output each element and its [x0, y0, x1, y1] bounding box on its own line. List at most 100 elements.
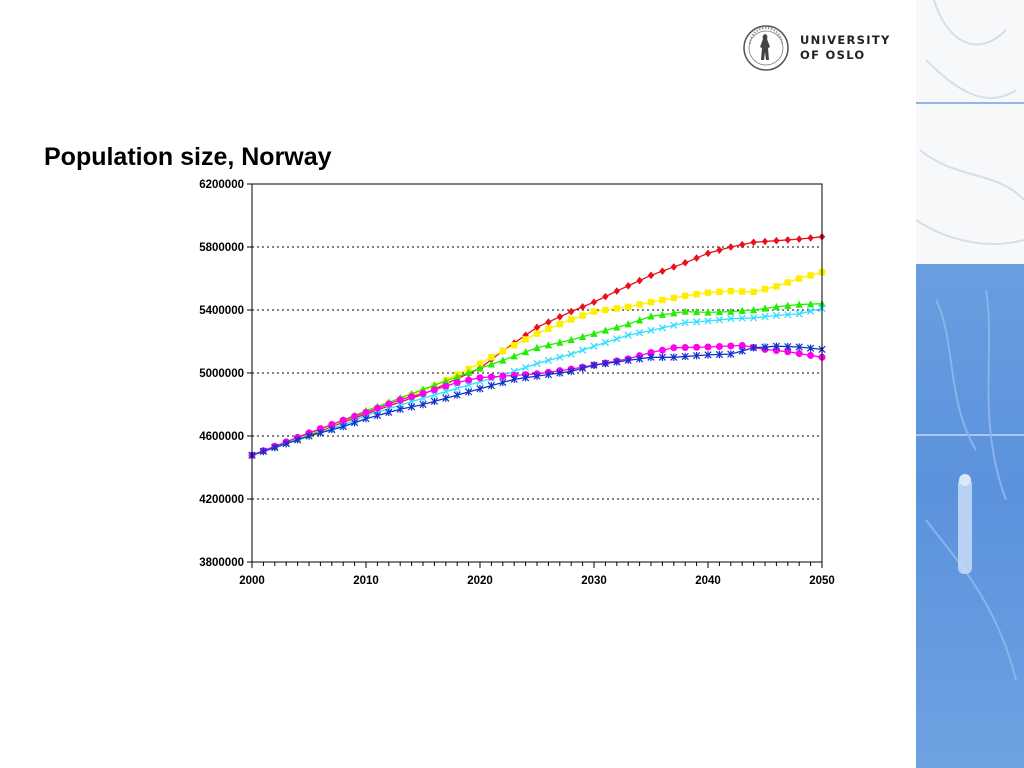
data-point: [465, 368, 473, 376]
data-point: [362, 414, 370, 423]
data-point: [681, 352, 689, 361]
data-point: [568, 316, 575, 323]
data-point: [761, 313, 769, 321]
university-logo: UNIVERSITY OF OSLO: [742, 24, 912, 76]
data-point: [568, 307, 575, 316]
data-point: [670, 309, 678, 317]
data-point: [476, 374, 484, 382]
data-point: [716, 246, 723, 254]
data-point: [750, 306, 758, 314]
data-point: [476, 385, 484, 393]
data-point: [465, 376, 473, 384]
series-6: [248, 342, 826, 459]
plot-border: [251, 183, 823, 563]
data-point: [522, 348, 530, 356]
data-point: [795, 310, 803, 318]
data-point: [556, 338, 564, 346]
data-point: [305, 432, 313, 440]
data-point: [692, 318, 701, 326]
data-point: [350, 418, 359, 427]
data-point: [556, 353, 564, 361]
data-point: [784, 348, 792, 356]
data-point: [339, 416, 347, 424]
data-point: [624, 320, 632, 328]
y-tick-label: 6200000: [199, 179, 244, 191]
data-point: [271, 443, 279, 452]
data-point: [693, 343, 701, 351]
data-point: [533, 359, 541, 368]
data-point: [613, 305, 620, 312]
data-point: [670, 321, 678, 329]
data-point: [579, 332, 587, 340]
data-point: [259, 447, 268, 456]
data-point: [647, 312, 655, 320]
data-point: [373, 404, 381, 412]
data-point: [488, 354, 495, 361]
data-point: [704, 351, 712, 359]
data-point: [807, 351, 815, 359]
data-point: [419, 389, 427, 397]
data-point: [647, 349, 655, 357]
data-point: [704, 249, 712, 258]
x-tick-label: 2030: [581, 575, 607, 587]
data-point: [624, 356, 632, 365]
data-point: [784, 311, 792, 319]
data-point: [408, 393, 416, 401]
data-point: [293, 436, 302, 444]
data-point: [499, 356, 507, 364]
data-point: [430, 397, 439, 406]
data-point: [682, 292, 689, 300]
data-point: [579, 303, 586, 311]
x-tick-label: 2050: [809, 575, 835, 587]
data-point: [636, 301, 643, 308]
data-point: [727, 287, 734, 295]
data-point: [635, 329, 644, 337]
data-point: [727, 350, 735, 358]
data-point: [590, 329, 598, 337]
data-point: [635, 355, 644, 363]
data-point: [522, 331, 529, 339]
data-point: [407, 398, 416, 406]
data-point: [601, 326, 609, 334]
series-5: [248, 341, 826, 459]
data-point: [761, 237, 769, 246]
data-point: [328, 426, 336, 434]
data-point: [601, 359, 610, 368]
data-point: [738, 347, 746, 355]
data-point: [727, 342, 735, 350]
data-point: [772, 311, 781, 320]
data-point: [647, 298, 655, 306]
data-point: [772, 342, 781, 350]
data-point: [624, 331, 632, 339]
data-point: [556, 320, 563, 328]
data-point: [693, 307, 701, 316]
data-point: [796, 235, 803, 243]
y-tick-label: 5400000: [199, 305, 244, 317]
x-tick-label: 2000: [239, 575, 265, 587]
side-divider-line: [916, 102, 1024, 104]
data-point: [442, 394, 450, 402]
series-line: [251, 344, 823, 456]
data-point: [715, 342, 723, 350]
data-point: [670, 353, 678, 361]
data-point: [442, 377, 450, 385]
data-point: [476, 364, 484, 372]
population-chart: 6200000 5800000 5400000 5000000 4600000 42000…: [199, 179, 835, 587]
data-point: [613, 323, 621, 331]
data-point: [636, 316, 644, 324]
data-point: [430, 386, 438, 394]
data-point: [407, 403, 416, 411]
data-point: [590, 308, 598, 315]
page-title: Population size, Norway: [44, 143, 332, 171]
data-point: [533, 330, 541, 337]
logo-line-2: OF OSLO: [800, 48, 866, 62]
data-point: [510, 352, 518, 360]
data-point: [453, 384, 461, 392]
side-decoration-panel: [916, 0, 1024, 768]
data-point: [795, 300, 803, 308]
data-point: [704, 308, 712, 316]
data-point: [647, 326, 655, 335]
data-point: [544, 341, 552, 349]
data-point: [670, 294, 677, 302]
data-point: [533, 372, 541, 380]
